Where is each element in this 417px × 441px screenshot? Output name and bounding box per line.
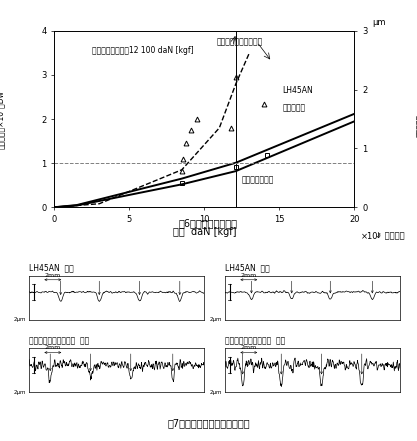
- Text: 2mm: 2mm: [45, 273, 61, 277]
- Text: 钢球径比，×10⁴，Dw: 钢球径比，×10⁴，Dw: [0, 90, 5, 149]
- Text: 图6：载荷和压痕深度: 图6：载荷和压痕深度: [179, 218, 238, 228]
- Text: 2mm: 2mm: [241, 273, 257, 277]
- Text: LH45AN  导轨: LH45AN 导轨: [225, 263, 270, 272]
- Text: LH45AN  螺母: LH45AN 螺母: [29, 263, 74, 272]
- X-axis label: 载荷  daN [kgf]: 载荷 daN [kgf]: [173, 227, 236, 237]
- Text: μm: μm: [372, 19, 386, 27]
- Text: 无哥待式沟槽直线导轨  导轨: 无哥待式沟槽直线导轨 导轨: [225, 336, 285, 345]
- Text: 实际的测定数据: 实际的测定数据: [242, 176, 274, 184]
- Text: 2μm: 2μm: [13, 317, 26, 322]
- Text: 2μm: 2μm: [209, 390, 222, 395]
- Text: 基本额定静载荷＝12 100 daN [kgf]: 基本额定静载荷＝12 100 daN [kgf]: [92, 46, 193, 55]
- Text: 压痕深度，μm: 压痕深度，μm: [416, 101, 417, 137]
- Text: ×10³: ×10³: [360, 232, 381, 241]
- Text: 2mm: 2mm: [45, 345, 61, 350]
- Text: 没有哥待式沟槽的导轨: 没有哥待式沟槽的导轨: [216, 37, 263, 46]
- Text: 无哥待式沟槽直线导轨  螺母: 无哥待式沟槽直线导轨 螺母: [29, 336, 89, 345]
- Text: 图7：施加静载荷时的压痕情况: 图7：施加静载荷时的压痕情况: [167, 419, 250, 429]
- Text: ↓ 压痕位置: ↓ 压痕位置: [375, 232, 404, 240]
- Text: 2μm: 2μm: [13, 390, 26, 395]
- Text: 2μm: 2μm: [209, 317, 222, 322]
- Text: 理论计算值: 理论计算值: [282, 104, 306, 112]
- Text: 2mm: 2mm: [241, 345, 257, 350]
- Text: LH45AN: LH45AN: [282, 86, 313, 95]
